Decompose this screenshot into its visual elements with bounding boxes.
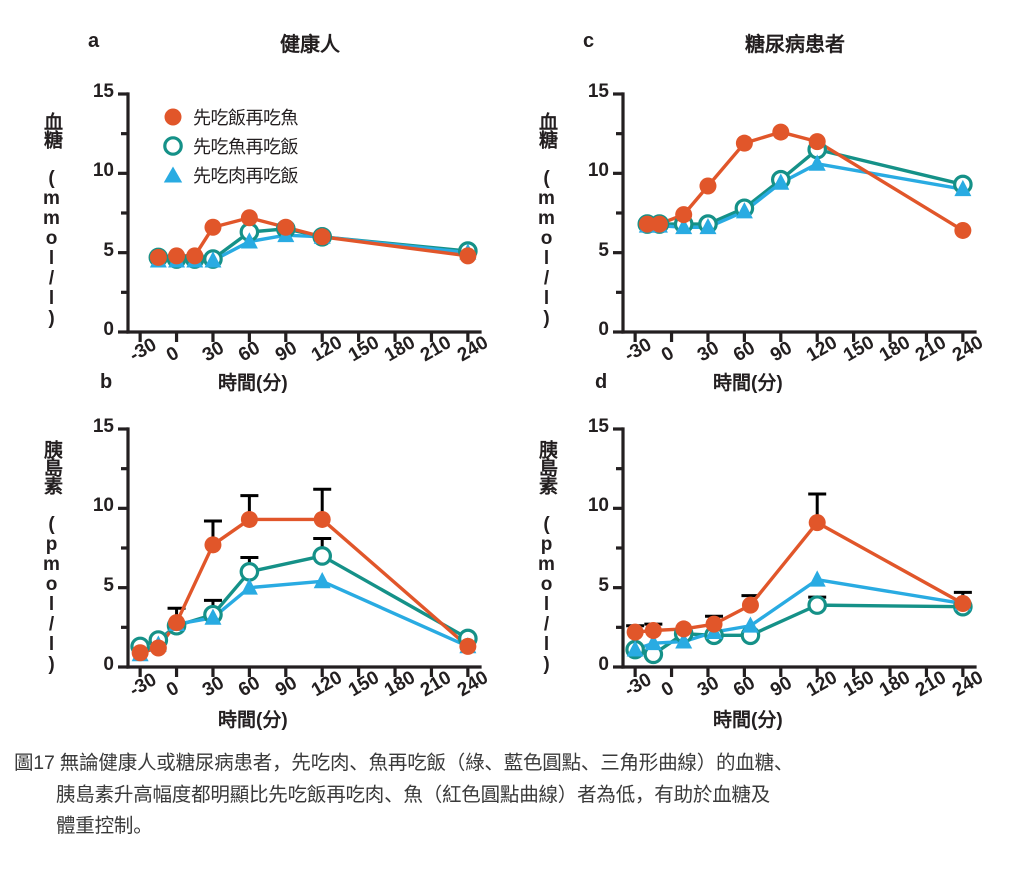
- panel-b-plot: [118, 427, 482, 677]
- y-tick-label: 0: [103, 319, 114, 340]
- y-tick-label: 5: [598, 239, 609, 261]
- legend-label: 先吃魚再吃飯: [193, 137, 299, 157]
- data-point: [312, 546, 333, 566]
- filled-circle-icon: [162, 106, 184, 128]
- panel-a-letter: a: [88, 30, 100, 52]
- filled-triangle-icon: [162, 164, 184, 186]
- data-point: [240, 209, 258, 227]
- data-point: [807, 595, 828, 615]
- data-point: [954, 595, 972, 613]
- data-point: [808, 154, 826, 171]
- data-point: [675, 632, 693, 649]
- panel-d-ylabel: 胰島素 (pmol/l): [536, 440, 557, 674]
- data-point: [772, 173, 790, 190]
- panel-a-xlabel: 時間(分): [218, 373, 288, 394]
- panel-a-ylabel: 血糖 (mmol/l): [41, 112, 62, 328]
- data-point: [705, 615, 723, 633]
- data-point: [644, 633, 662, 651]
- panel-b-ylabel: 胰島素 (pmol/l): [41, 440, 62, 674]
- y-tick-label: 0: [598, 319, 609, 340]
- data-point: [675, 206, 693, 224]
- data-point: [168, 247, 186, 265]
- caption-line-3: 體重控制。: [56, 815, 153, 838]
- y-tick-label: 10: [587, 495, 609, 517]
- legend-label: 先吃飯再吃魚: [193, 108, 299, 128]
- data-point: [240, 232, 258, 249]
- y-tick-label: 10: [587, 160, 609, 182]
- data-point: [735, 202, 753, 219]
- data-point: [131, 644, 149, 662]
- data-point: [954, 179, 972, 197]
- data-point: [459, 247, 477, 265]
- panel-d-letter: d: [595, 371, 608, 393]
- y-tick-label: 15: [587, 416, 609, 437]
- data-point: [149, 248, 167, 266]
- data-point: [741, 596, 759, 614]
- data-point: [626, 623, 644, 641]
- y-tick-label: 5: [598, 574, 609, 596]
- data-point: [313, 572, 331, 589]
- caption-line-1: 圖17 無論健康人或糖尿病患者，先吃肉、魚再吃飯（綠、藍色圓點、三角形曲線）的血…: [14, 752, 794, 774]
- y-tick-label: 5: [103, 239, 114, 261]
- data-point: [313, 228, 331, 246]
- data-point: [239, 562, 260, 582]
- panel-b-xlabel: 時間(分): [218, 710, 288, 731]
- open-circle-icon: [162, 135, 184, 157]
- data-point: [186, 247, 204, 265]
- data-point: [675, 217, 693, 235]
- data-point: [168, 614, 186, 632]
- legend-label: 先吃肉再吃飯: [193, 166, 299, 186]
- y-tick-label: 15: [587, 81, 609, 102]
- y-tick-label: 5: [103, 574, 114, 596]
- panel-c-plot: [613, 92, 977, 342]
- data-point: [699, 217, 717, 235]
- panel-c-ylabel: 血糖 (mmol/l): [536, 112, 557, 328]
- data-point: [149, 639, 167, 657]
- data-point: [313, 510, 331, 528]
- panel-a-title: 健康人: [280, 34, 340, 56]
- data-point: [644, 622, 662, 640]
- data-point: [204, 536, 222, 554]
- data-point: [240, 510, 258, 528]
- data-point: [626, 640, 644, 657]
- data-point: [459, 637, 477, 655]
- data-point: [808, 570, 826, 587]
- data-point: [675, 620, 693, 638]
- y-tick-label: 10: [92, 495, 114, 517]
- panel-b-letter: b: [100, 371, 113, 393]
- data-point: [638, 215, 656, 233]
- data-point: [204, 251, 222, 268]
- data-point: [699, 177, 717, 195]
- y-tick-label: 10: [92, 160, 114, 182]
- data-point: [650, 215, 668, 233]
- panel-c-letter: c: [583, 30, 595, 52]
- panel-c-title: 糖尿病患者: [745, 34, 845, 56]
- caption-line-2: 胰島素升高幅度都明顯比先吃飯再吃肉、魚（紅色圓點曲線）者為低，有助於血糖及: [56, 783, 771, 806]
- y-tick-label: 0: [598, 654, 609, 675]
- panel-d-plot: [613, 427, 977, 677]
- panel-a-plot: [118, 92, 482, 342]
- y-tick-label: 0: [103, 654, 114, 675]
- legend-item: 先吃肉再吃飯: [162, 162, 299, 188]
- y-tick-label: 15: [92, 416, 114, 437]
- panel-d-xlabel: 時間(分): [713, 710, 783, 731]
- data-point: [204, 218, 222, 236]
- data-point: [772, 123, 790, 141]
- data-point: [954, 221, 972, 239]
- data-point: [741, 616, 759, 633]
- data-point: [204, 608, 222, 625]
- y-tick-label: 15: [92, 81, 114, 102]
- legend-item: 先吃飯再吃魚: [162, 104, 299, 130]
- data-point: [277, 218, 295, 236]
- panel-c-xlabel: 時間(分): [713, 373, 783, 394]
- data-point: [808, 514, 826, 532]
- data-point: [240, 578, 258, 595]
- figure-caption: 圖17 無論健康人或糖尿病患者，先吃肉、魚再吃飯（綠、藍色圓點、三角形曲線）的血…: [14, 748, 1010, 843]
- data-point: [735, 134, 753, 152]
- legend-item: 先吃魚再吃飯: [162, 133, 299, 159]
- data-point: [808, 133, 826, 151]
